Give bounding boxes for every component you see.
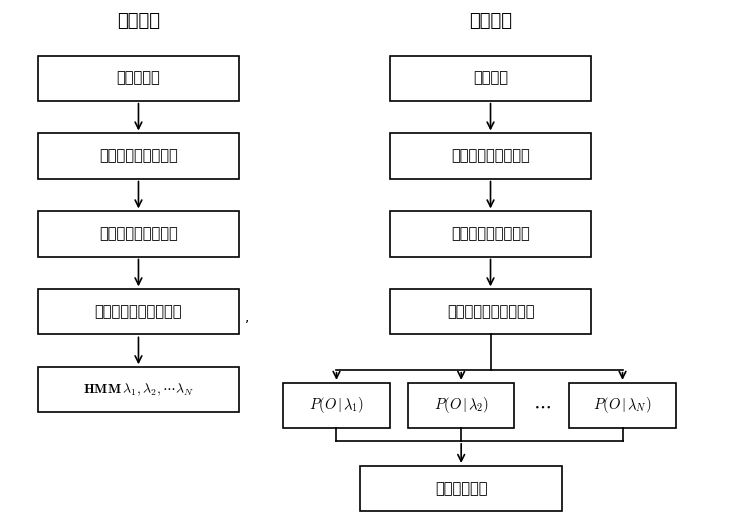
- FancyBboxPatch shape: [408, 383, 514, 428]
- Text: 训练集数据: 训练集数据: [117, 70, 160, 86]
- Text: 特征空间的相似分析: 特征空间的相似分析: [451, 226, 530, 242]
- Text: ,: ,: [245, 310, 249, 324]
- FancyBboxPatch shape: [38, 212, 239, 257]
- FancyBboxPatch shape: [569, 383, 675, 428]
- FancyBboxPatch shape: [389, 133, 591, 178]
- Text: 输入空间的相似分析: 输入空间的相似分析: [99, 149, 178, 163]
- FancyBboxPatch shape: [389, 56, 591, 101]
- Text: 输入空间的相似分析: 输入空间的相似分析: [451, 149, 530, 163]
- Text: 核矩阵及核主元的计算: 核矩阵及核主元的计算: [447, 304, 534, 319]
- Text: 在线分类: 在线分类: [469, 12, 512, 30]
- FancyBboxPatch shape: [389, 289, 591, 334]
- Text: 在线数据: 在线数据: [473, 70, 508, 86]
- Text: 核矩阵及核主元的计算: 核矩阵及核主元的计算: [95, 304, 183, 319]
- Text: $\mathbf{HMM}\,\lambda_1,\lambda_2,\cdots\lambda_N$: $\mathbf{HMM}\,\lambda_1,\lambda_2,\cdot…: [83, 382, 194, 398]
- Text: 离线建模: 离线建模: [117, 12, 160, 30]
- Text: 特征空间的相似分析: 特征空间的相似分析: [99, 226, 178, 242]
- Text: $P(O\,|\,\lambda_2)$: $P(O\,|\,\lambda_2)$: [434, 395, 488, 415]
- Text: $\cdots$: $\cdots$: [533, 396, 551, 415]
- FancyBboxPatch shape: [38, 133, 239, 178]
- FancyBboxPatch shape: [283, 383, 389, 428]
- FancyBboxPatch shape: [38, 56, 239, 101]
- FancyBboxPatch shape: [38, 289, 239, 334]
- Text: 判断故障类型: 判断故障类型: [435, 481, 488, 496]
- Text: $P(O\,|\,\lambda_1)$: $P(O\,|\,\lambda_1)$: [309, 395, 364, 415]
- Text: $P(O\,|\,\lambda_N)$: $P(O\,|\,\lambda_N)$: [593, 395, 652, 415]
- FancyBboxPatch shape: [38, 367, 239, 412]
- FancyBboxPatch shape: [389, 212, 591, 257]
- FancyBboxPatch shape: [361, 466, 562, 511]
